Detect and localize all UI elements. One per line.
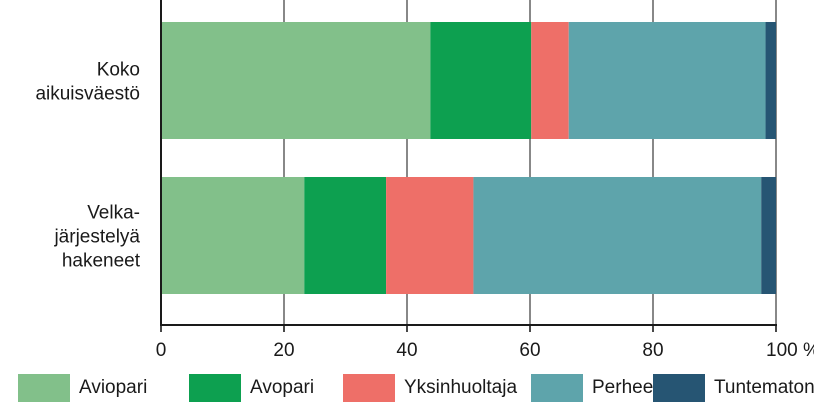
category-label-line: Velka- (87, 203, 140, 224)
legend-item-yksinhuoltaja: Yksinhuoltaja (343, 373, 517, 403)
legend-item-aviopari: Aviopari (18, 373, 147, 403)
legend-swatch-perheeton (531, 374, 583, 402)
legend-label-aviopari: Aviopari (79, 377, 148, 398)
bar-segment (386, 177, 474, 294)
x-tick-label: 0 (156, 340, 167, 361)
bar-segment (765, 22, 776, 139)
category-label: Velka-järjestelyä hakeneet (53, 203, 140, 272)
category-label: Koko aikuisväestö (35, 60, 140, 105)
legend-swatch-yksinhuoltaja (343, 374, 395, 402)
x-tick-label: 80 (642, 340, 663, 361)
bar-segment (568, 22, 766, 139)
bar-segment (161, 177, 305, 294)
legend-label-yksinhuoltaja: Yksinhuoltaja (404, 377, 518, 398)
category-label-line: järjestelyä (53, 227, 140, 248)
legend: Aviopari Avopari Yksinhuoltaja Perheetön… (18, 373, 814, 403)
legend-item-tuntematon: Tuntematon (653, 373, 814, 403)
category-label-line: hakeneet (62, 251, 141, 272)
x-tick-label: 60 (519, 340, 540, 361)
bar-segment (473, 177, 762, 294)
x-tick-label: 20 (273, 340, 294, 361)
legend-swatch-avopari (189, 374, 241, 402)
bar-segment (531, 22, 569, 139)
legend-item-avopari: Avopari (189, 373, 314, 403)
bar-segment (761, 177, 776, 294)
bar-segment (161, 22, 431, 139)
legend-swatch-aviopari (18, 374, 70, 402)
bar-segment (430, 22, 532, 139)
bar-segment (304, 177, 387, 294)
legend-swatch-tuntematon (653, 374, 705, 402)
legend-label-tuntematon: Tuntematon (714, 377, 814, 398)
legend-label-avopari: Avopari (250, 377, 315, 398)
category-label-line: Koko (97, 60, 140, 81)
x-tick-label: 40 (396, 340, 417, 361)
category-label-line: aikuisväestö (35, 84, 140, 105)
x-tick-label: 100 % (766, 340, 814, 361)
